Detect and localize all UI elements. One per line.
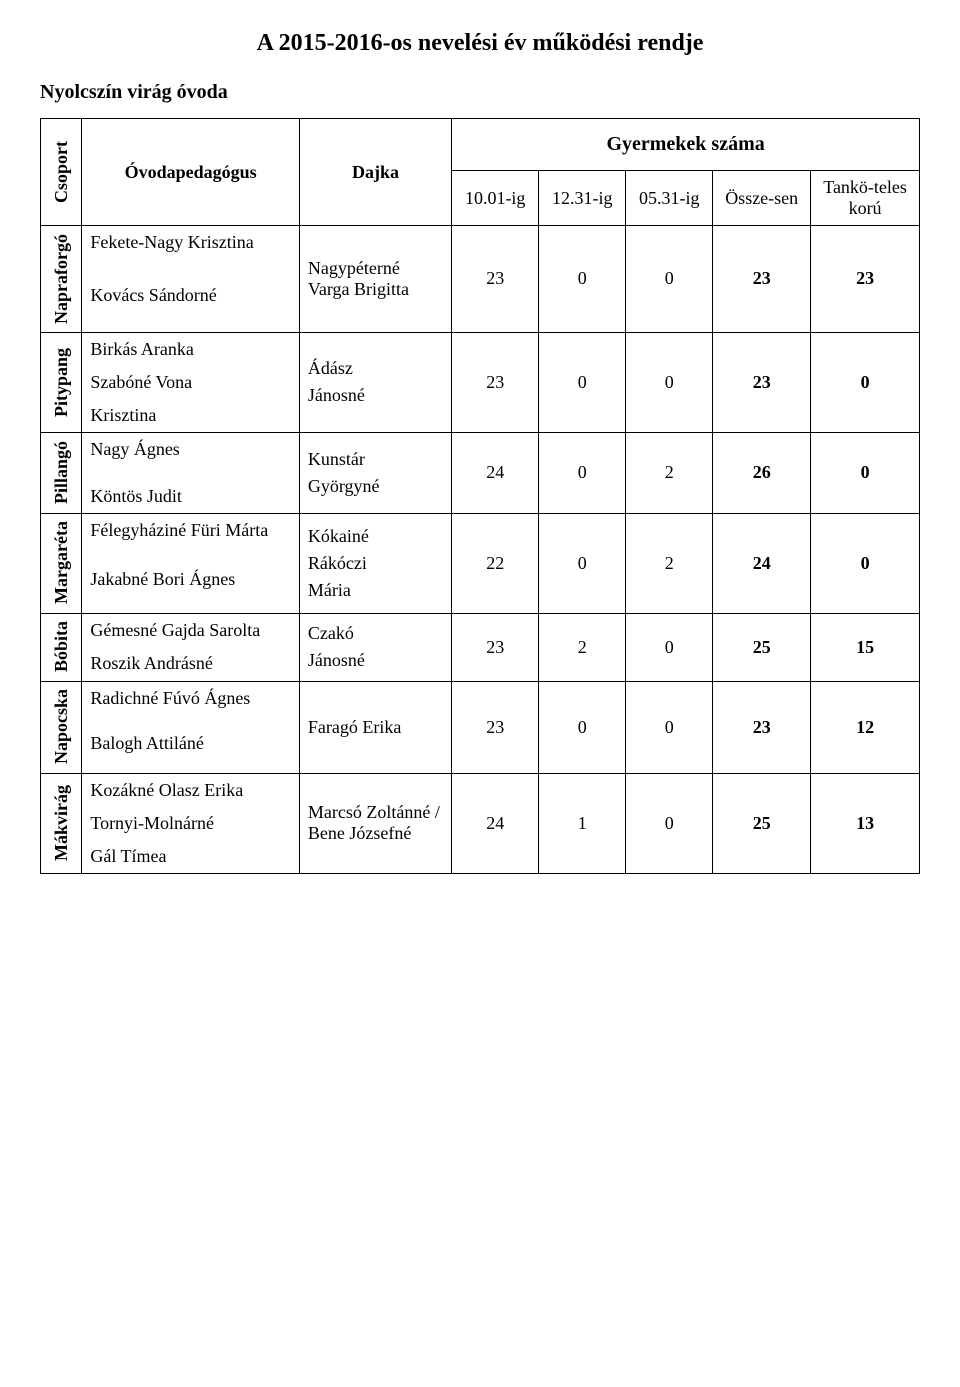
header-gyermekek: Gyermekek száma: [452, 119, 920, 171]
header-pedagogus: Óvodapedagógus: [82, 119, 300, 226]
cell-ped: Szabóné Vona: [82, 366, 300, 399]
cell-tk: 23: [811, 226, 920, 333]
header-c1: 10.01-ig: [452, 171, 539, 226]
cell-n3: 0: [626, 773, 713, 873]
cell-sum: 23: [713, 226, 811, 333]
cell-n3: 0: [626, 226, 713, 333]
cell-ped: Radichné Fúvó Ágnes: [82, 681, 300, 727]
cell-n2: 0: [539, 332, 626, 432]
cell-n3: 0: [626, 613, 713, 681]
group-label: Margaréta: [41, 513, 82, 613]
cell-n3: 2: [626, 513, 713, 613]
cell-ped: Félegyháziné Füri Márta: [82, 513, 300, 563]
header-osszesen: Össze-sen: [713, 171, 811, 226]
cell-n1: 24: [452, 773, 539, 873]
cell-sum: 24: [713, 513, 811, 613]
group-label: Pillangó: [41, 432, 82, 513]
header-dajka: Dajka: [299, 119, 451, 226]
cell-dajka: Faragó Erika: [299, 681, 451, 773]
table-row: MákvirágKozákné Olasz ErikaMarcsó Zoltán…: [41, 773, 920, 807]
group-label: Mákvirág: [41, 773, 82, 873]
table-row: PillangóNagy ÁgnesKunstárGyörgyné2402260: [41, 432, 920, 466]
cell-dajka: KókainéRákócziMária: [299, 513, 451, 613]
cell-n1: 23: [452, 681, 539, 773]
cell-n1: 23: [452, 332, 539, 432]
cell-ped: Birkás Aranka: [82, 332, 300, 366]
table-row: MargarétaFélegyháziné Füri MártaKókainéR…: [41, 513, 920, 563]
cell-dajka: KunstárGyörgyné: [299, 432, 451, 513]
cell-ped: Kovács Sándorné: [82, 279, 300, 333]
cell-n1: 23: [452, 226, 539, 333]
cell-ped: Köntös Judit: [82, 466, 300, 514]
cell-ped: Gál Tímea: [82, 840, 300, 874]
cell-n1: 22: [452, 513, 539, 613]
table-row: PitypangBirkás ArankaÁdászJánosné2300230: [41, 332, 920, 366]
cell-ped: Jakabné Bori Ágnes: [82, 563, 300, 613]
table-row: NapraforgóFekete-Nagy KrisztinaNagypéter…: [41, 226, 920, 279]
group-label: Bóbita: [41, 613, 82, 681]
cell-tk: 0: [811, 332, 920, 432]
cell-tk: 15: [811, 613, 920, 681]
header-group: Csoport: [41, 119, 82, 226]
cell-n2: 0: [539, 681, 626, 773]
cell-sum: 26: [713, 432, 811, 513]
page-title: A 2015-2016-os nevelési év működési rend…: [40, 30, 920, 57]
cell-tk: 0: [811, 513, 920, 613]
cell-n3: 0: [626, 681, 713, 773]
subtitle: Nyolcszín virág óvoda: [40, 81, 920, 104]
cell-ped: Gémesné Gajda Sarolta: [82, 613, 300, 647]
cell-n1: 24: [452, 432, 539, 513]
cell-tk: 13: [811, 773, 920, 873]
group-label: Pitypang: [41, 332, 82, 432]
header-c2: 12.31-ig: [539, 171, 626, 226]
cell-n2: 0: [539, 226, 626, 333]
table-row: CsoportÓvodapedagógusDajkaGyermekek szám…: [41, 119, 920, 171]
cell-tk: 0: [811, 432, 920, 513]
schedule-table: CsoportÓvodapedagógusDajkaGyermekek szám…: [40, 118, 920, 874]
header-tankoteles: Tankö-teles korú: [811, 171, 920, 226]
table-row: BóbitaGémesné Gajda SaroltaCzakóJánosné2…: [41, 613, 920, 647]
cell-n2: 0: [539, 432, 626, 513]
header-c3: 05.31-ig: [626, 171, 713, 226]
cell-n2: 2: [539, 613, 626, 681]
cell-ped: Balogh Attiláné: [82, 727, 300, 773]
cell-sum: 23: [713, 332, 811, 432]
cell-sum: 25: [713, 613, 811, 681]
cell-ped: Nagy Ágnes: [82, 432, 300, 466]
cell-ped: Tornyi-Molnárné: [82, 807, 300, 840]
cell-dajka: Nagypéterné Varga Brigitta: [299, 226, 451, 333]
table-row: NapocskaRadichné Fúvó ÁgnesFaragó Erika2…: [41, 681, 920, 727]
cell-ped: Kozákné Olasz Erika: [82, 773, 300, 807]
cell-n3: 2: [626, 432, 713, 513]
cell-sum: 23: [713, 681, 811, 773]
cell-dajka: CzakóJánosné: [299, 613, 451, 681]
cell-dajka: ÁdászJánosné: [299, 332, 451, 432]
cell-n1: 23: [452, 613, 539, 681]
cell-dajka: Marcsó Zoltánné / Bene Józsefné: [299, 773, 451, 873]
cell-n2: 0: [539, 513, 626, 613]
group-label: Napocska: [41, 681, 82, 773]
cell-n3: 0: [626, 332, 713, 432]
group-label: Napraforgó: [41, 226, 82, 333]
cell-tk: 12: [811, 681, 920, 773]
cell-ped: Fekete-Nagy Krisztina: [82, 226, 300, 279]
cell-ped: Roszik Andrásné: [82, 647, 300, 681]
cell-sum: 25: [713, 773, 811, 873]
cell-n2: 1: [539, 773, 626, 873]
cell-ped: Krisztina: [82, 399, 300, 433]
